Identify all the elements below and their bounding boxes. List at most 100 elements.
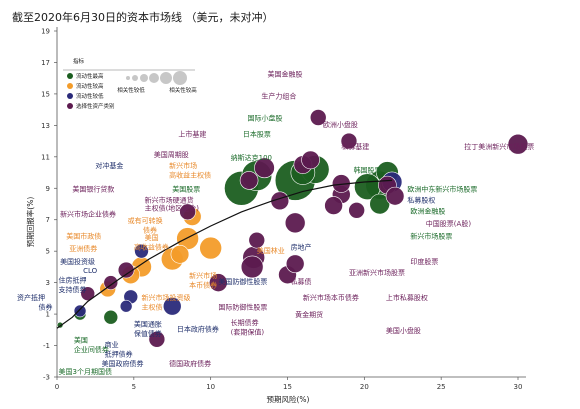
- x-tick-label: 15: [283, 383, 292, 391]
- legend-swatch: [67, 93, 73, 99]
- point-label: 或有可转换: [128, 216, 163, 225]
- y-tick-label: 13: [41, 122, 50, 130]
- point-label: 美国: [145, 233, 159, 242]
- y-tick-label: 9: [46, 185, 50, 193]
- capital-market-line: [56, 179, 393, 329]
- data-point: [134, 243, 149, 259]
- y-tick-label: 5: [46, 248, 50, 256]
- point-label: 主权债: [142, 302, 163, 311]
- legend-item: 流动性较高: [76, 82, 104, 90]
- point-label: 国际防御性股票: [218, 302, 267, 311]
- point-label: 主权债(地区组合): [145, 203, 200, 212]
- point-label: 私募债: [291, 277, 312, 286]
- data-point: [117, 261, 135, 279]
- x-tick-label: 10: [206, 383, 215, 391]
- legend-size-low: 相关性较低: [117, 86, 145, 94]
- point-label: 黄金期货: [295, 310, 323, 319]
- point-label: 美国防御性股票: [218, 277, 267, 286]
- point-label: 亚洲债券: [69, 244, 97, 253]
- legend-item: 流动性较低: [76, 92, 104, 100]
- y-tick-label: -1: [43, 342, 50, 350]
- point-label: 房地产: [291, 243, 312, 252]
- point-label: CLO: [83, 267, 98, 275]
- legend-size-bubble: [160, 72, 172, 84]
- data-point: [301, 150, 320, 170]
- data-point: [340, 132, 358, 150]
- point-label: 债券: [143, 225, 157, 234]
- data-point: [507, 133, 529, 155]
- point-label: 亚洲新兴市场股票: [349, 268, 405, 277]
- point-label: 美国政府债券: [102, 359, 144, 368]
- data-point: [254, 157, 275, 179]
- point-label: 国际小盘股: [248, 114, 283, 123]
- capital-market-curve: [56, 179, 393, 329]
- legend-item: 流动性最高: [76, 72, 104, 80]
- point-label: 美国市政债: [66, 232, 101, 241]
- point-label: 拉丁美洲新兴市场股票: [464, 142, 534, 151]
- point-label: 欧洲小盘股: [323, 120, 358, 129]
- point-label: 美国小盘股: [386, 326, 421, 335]
- point-label: (套期保值): [231, 328, 265, 337]
- data-point: [239, 171, 259, 190]
- point-label: 新兴市场: [189, 271, 217, 280]
- data-points: [56, 109, 529, 348]
- point-label: 日本政府债券: [177, 324, 219, 333]
- point-label: 美国银行贷款: [72, 184, 114, 193]
- point-label: 私募基建: [341, 142, 369, 151]
- y-tick-label: 1: [46, 311, 50, 319]
- x-axis-label: 预期风险(%): [267, 394, 310, 404]
- data-point: [162, 296, 182, 316]
- y-tick-label: 15: [41, 90, 50, 98]
- y-tick-label: -3: [43, 374, 50, 382]
- legend-size-bubble: [126, 76, 130, 80]
- point-label: 新兴市场本币债券: [303, 293, 359, 302]
- data-point: [73, 304, 87, 318]
- point-label: 欧洲金融股: [410, 206, 445, 215]
- legend-swatch: [67, 103, 73, 109]
- legend-size-high: 相关性较高: [169, 86, 197, 94]
- point-label: 新兴市场投资级: [142, 293, 191, 302]
- point-label: 上市私募股权: [386, 293, 428, 302]
- y-tick-label: 17: [41, 59, 50, 67]
- point-label: 新兴市场股票: [410, 232, 452, 241]
- x-tick-label: 20: [360, 383, 369, 391]
- legend-size-bubble: [173, 71, 187, 85]
- data-point: [103, 275, 119, 290]
- legend-size-bubble: [132, 75, 138, 81]
- point-label: 韩国股票: [354, 166, 382, 175]
- point-label: 美国: [74, 335, 88, 344]
- point-label: 美国股票: [172, 184, 200, 193]
- y-tick-label: 19: [41, 28, 50, 36]
- point-label: 美国林业: [257, 246, 285, 255]
- point-label: 对冲基金: [95, 161, 123, 170]
- data-point: [148, 330, 166, 348]
- point-label: 高收益主权债: [169, 170, 211, 179]
- data-point: [369, 193, 391, 215]
- data-point: [385, 186, 405, 206]
- legend-size-bubble: [140, 74, 148, 82]
- point-label: 新兴市场企业债券: [60, 210, 116, 219]
- data-point: [199, 236, 222, 260]
- point-label: 欧洲中东新兴市场股票: [407, 184, 477, 193]
- point-label: 高收益债券: [134, 243, 169, 252]
- point-label: 资产抵押: [17, 293, 45, 302]
- point-label: 纳斯达克100: [231, 153, 272, 162]
- data-point: [103, 309, 119, 325]
- point-label: 印度股票: [410, 257, 438, 266]
- point-label: 本币债券: [189, 280, 217, 289]
- point-label: 德国政府债券: [169, 359, 211, 368]
- legend-item: 选择性资产类别: [76, 102, 115, 110]
- data-point: [248, 231, 266, 249]
- point-label: 美国投资级: [60, 257, 95, 266]
- y-tick-label: 11: [41, 153, 50, 161]
- point-label: 债券: [39, 302, 53, 311]
- data-point: [285, 254, 305, 274]
- point-label: 中国股票(A股): [426, 219, 472, 228]
- point-label: 住房抵押: [59, 276, 87, 285]
- point-label: 抵押债券: [105, 350, 133, 359]
- data-point: [309, 109, 327, 126]
- point-label: 商业: [105, 340, 119, 349]
- data-point: [324, 196, 343, 215]
